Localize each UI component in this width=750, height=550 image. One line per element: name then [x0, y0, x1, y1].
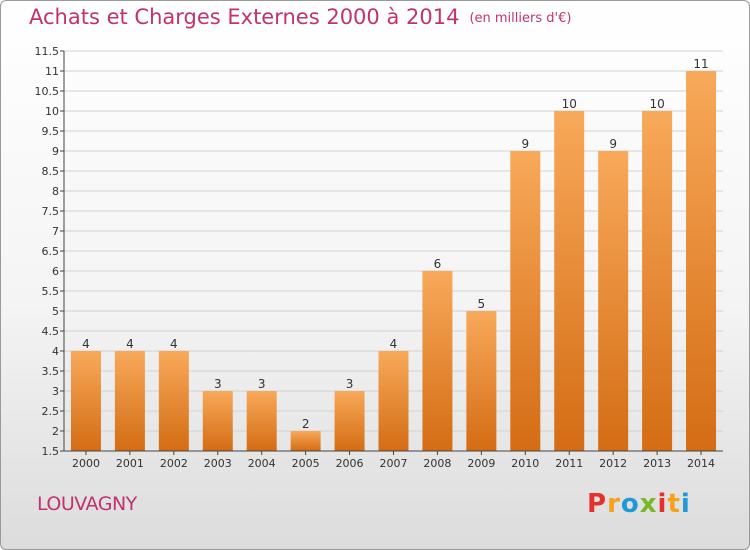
y-tick-label: 2 — [52, 425, 59, 438]
bar — [686, 71, 717, 451]
logo-letter: i — [680, 489, 691, 519]
chart-title-text: Achats et Charges Externes 2000 à 2014 — [29, 5, 460, 29]
x-tick-label: 2008 — [423, 457, 451, 470]
y-tick-label: 4 — [52, 345, 59, 358]
logo-letter: P — [587, 489, 608, 519]
x-tick-label: 2011 — [555, 457, 583, 470]
x-tick-label: 2014 — [687, 457, 715, 470]
bar — [510, 151, 541, 451]
y-tick-label: 5 — [52, 305, 59, 318]
y-tick-label: 11.5 — [35, 45, 60, 58]
bar — [70, 351, 101, 451]
y-tick-label: 10.5 — [35, 85, 60, 98]
chart-title: Achats et Charges Externes 2000 à 2014 (e… — [29, 5, 571, 29]
data-label: 5 — [478, 297, 486, 311]
x-axis-ticks: 2000 2001 2002 2003 2004 2005 2006 2007 2008 2009… — [72, 451, 715, 470]
bar — [422, 271, 453, 451]
logo-letter: o — [620, 489, 640, 519]
data-label: 2 — [302, 417, 310, 431]
data-label: 10 — [649, 97, 664, 111]
data-label: 9 — [521, 137, 529, 151]
bar — [246, 391, 277, 451]
chart-unit: (en milliers d'€) — [469, 11, 572, 26]
logo-letter: x — [639, 489, 658, 519]
bar — [114, 351, 145, 451]
logo-letter: t — [667, 489, 681, 519]
bar — [554, 111, 585, 451]
bar — [598, 151, 629, 451]
x-tick-label: 2007 — [380, 457, 408, 470]
bar — [466, 311, 497, 451]
x-tick-label: 2010 — [511, 457, 539, 470]
data-label: 4 — [126, 337, 134, 351]
y-tick-label: 3 — [52, 385, 59, 398]
x-tick-label: 2001 — [116, 457, 144, 470]
y-tick-label: 4.5 — [42, 325, 60, 338]
x-tick-label: 2000 — [72, 457, 100, 470]
bar — [378, 351, 409, 451]
bar — [202, 391, 233, 451]
x-tick-label: 2005 — [292, 457, 320, 470]
data-label: 3 — [258, 377, 266, 391]
bar — [290, 431, 321, 451]
data-label: 4 — [82, 337, 90, 351]
data-label: 6 — [434, 257, 442, 271]
y-tick-label: 1.5 — [42, 445, 60, 458]
x-tick-label: 2002 — [160, 457, 188, 470]
y-tick-label: 10 — [45, 105, 59, 118]
data-label: 11 — [693, 57, 708, 71]
data-label: 9 — [609, 137, 617, 151]
bar — [334, 391, 365, 451]
logo-letter: r — [607, 489, 621, 519]
y-tick-label: 3.5 — [42, 365, 60, 378]
y-tick-label: 9.5 — [42, 125, 60, 138]
y-tick-label: 11 — [45, 65, 59, 78]
x-tick-label: 2012 — [599, 457, 627, 470]
y-tick-label: 9 — [52, 145, 59, 158]
data-labels: 4 4 4 3 3 2 3 4 6 5 9 10 9 10 11 — [82, 57, 709, 431]
y-tick-label: 8.5 — [42, 165, 60, 178]
y-tick-label: 2.5 — [42, 405, 60, 418]
y-tick-label: 8 — [52, 185, 59, 198]
x-tick-label: 2009 — [467, 457, 495, 470]
y-axis-ticks: 1.5 2 2.5 3 3.5 4 4.5 5 5.5 6 6.5 7 7.5 8 8.5 9 9.5 10 10.… — [35, 45, 64, 458]
proxiti-logo: Proxiti — [587, 489, 691, 519]
y-tick-label: 7.5 — [42, 205, 60, 218]
x-tick-label: 2003 — [204, 457, 232, 470]
x-tick-label: 2004 — [248, 457, 276, 470]
x-tick-label: 2006 — [336, 457, 364, 470]
commune-name: LOUVAGNY — [37, 493, 137, 515]
x-tick-label: 2013 — [643, 457, 671, 470]
bar — [642, 111, 673, 451]
y-tick-label: 6 — [52, 265, 59, 278]
logo-letter: i — [657, 489, 668, 519]
data-label: 3 — [346, 377, 354, 391]
y-tick-label: 5.5 — [42, 285, 60, 298]
bars — [70, 71, 717, 451]
bar — [158, 351, 189, 451]
data-label: 4 — [170, 337, 178, 351]
data-label: 4 — [390, 337, 398, 351]
y-tick-label: 6.5 — [42, 245, 60, 258]
y-tick-label: 7 — [52, 225, 59, 238]
data-label: 10 — [562, 97, 577, 111]
data-label: 3 — [214, 377, 222, 391]
